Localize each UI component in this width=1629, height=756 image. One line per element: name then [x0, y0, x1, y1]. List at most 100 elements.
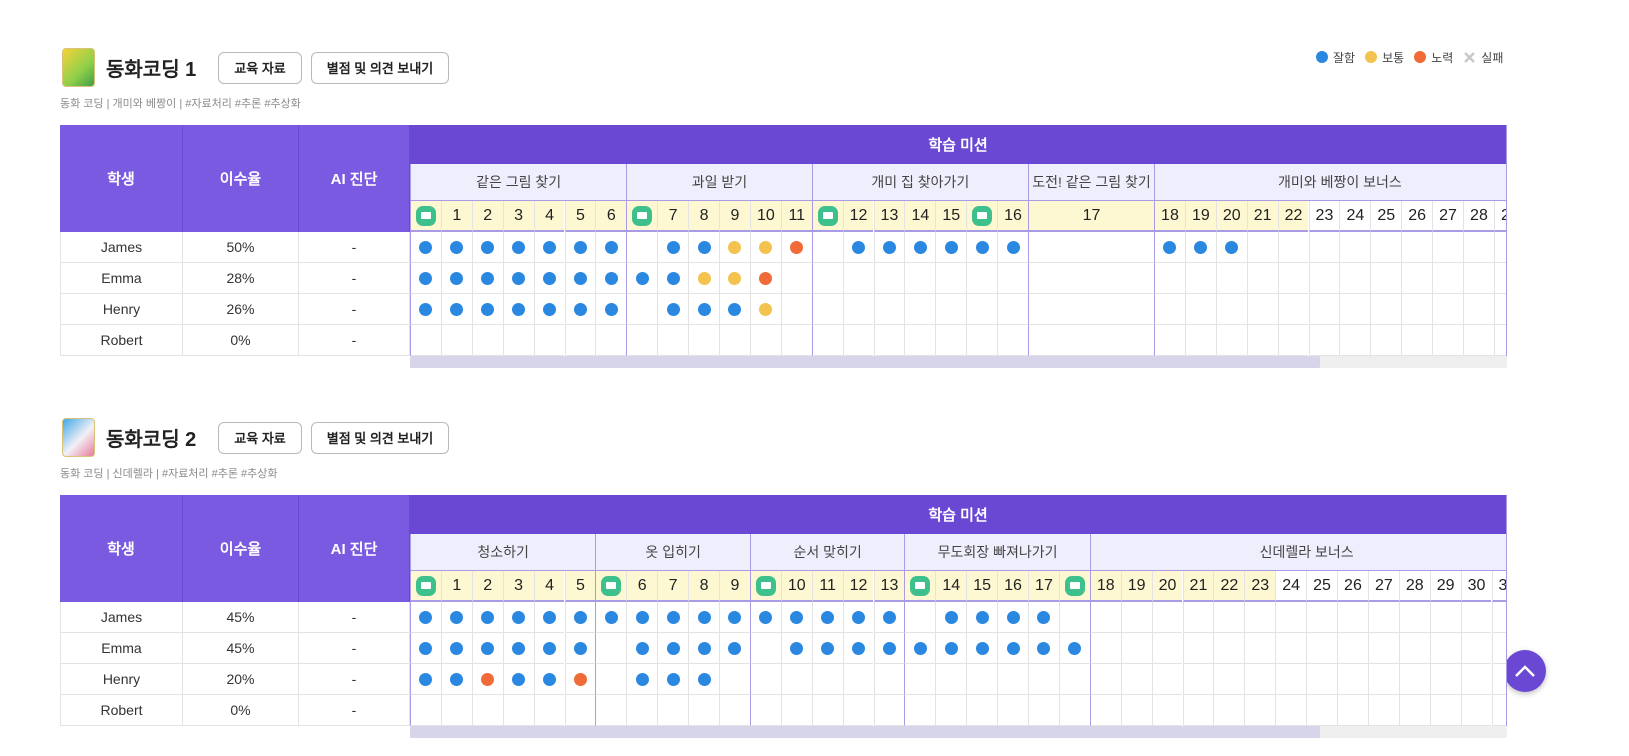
mission-cell — [1370, 325, 1402, 356]
mission-group-header: 같은 그림 찾기 — [410, 164, 627, 201]
mission-number: 20 — [1215, 201, 1247, 232]
mission-cell — [440, 602, 472, 633]
mission-number: 14 — [904, 201, 936, 232]
mission-cell — [688, 263, 719, 294]
mission-header: 학습 미션 — [410, 125, 1506, 164]
scroll-top-button[interactable] — [1504, 650, 1546, 692]
result-dot — [450, 240, 464, 254]
mission-cell — [1460, 633, 1492, 664]
mission-cell — [1306, 695, 1337, 726]
mission-cell — [1154, 294, 1185, 325]
mission-cell — [904, 602, 936, 633]
mission-cell — [657, 325, 689, 356]
mission-cell — [440, 263, 472, 294]
mission-cell — [1244, 602, 1276, 633]
mission-cell — [1308, 263, 1340, 294]
result-dot — [882, 240, 896, 254]
mission-cell — [410, 664, 441, 695]
mission-number: 1 — [440, 571, 472, 602]
mission-number: 7 — [657, 201, 689, 232]
mission-cell — [1370, 263, 1402, 294]
mission-group-header: 신데렐라 보너스 — [1089, 534, 1506, 571]
mission-cell — [780, 602, 812, 633]
result-dot — [944, 240, 958, 254]
mission-cell — [533, 664, 565, 695]
result-dot — [666, 672, 680, 686]
result-dot — [975, 610, 989, 624]
mission-cell — [657, 263, 689, 294]
action-button[interactable]: 별점 및 의견 보내기 — [310, 51, 450, 84]
mission-number: 23 — [1308, 201, 1340, 232]
mission-cell — [1184, 232, 1216, 263]
result-dot — [512, 641, 526, 655]
legend-label: 실패 — [1481, 50, 1504, 65]
result-dot — [975, 240, 989, 254]
mission-group-header: 과일 받기 — [626, 164, 812, 201]
mission-cell — [1058, 602, 1090, 633]
mission-cell — [1401, 263, 1433, 294]
mission-cell — [873, 325, 905, 356]
action-button[interactable]: 교육 자료 — [218, 421, 302, 454]
mission-cell — [873, 294, 905, 325]
mission-cell — [1213, 602, 1245, 633]
mission-cell — [842, 294, 874, 325]
mission-cell — [1491, 695, 1506, 726]
mission-cell — [1277, 232, 1309, 263]
mission-icon-cell — [811, 201, 843, 232]
mission-cell — [966, 263, 998, 294]
mission-number: 29 — [1493, 201, 1506, 232]
table-cell: - — [299, 633, 410, 664]
section-title: 동화코딩 1 — [106, 59, 197, 81]
mission-cell — [1058, 695, 1090, 726]
mission-cell — [873, 232, 905, 263]
mission-cell — [471, 633, 503, 664]
result-dot — [728, 271, 742, 285]
mission-cell — [1120, 664, 1152, 695]
mission-cell — [471, 294, 503, 325]
result-dot — [419, 302, 433, 316]
mission-cell — [904, 633, 936, 664]
mission-cell — [1215, 232, 1247, 263]
mission-cell — [440, 695, 472, 726]
result-dot — [450, 302, 464, 316]
mission-cell — [997, 232, 1028, 263]
mission-number: 22 — [1213, 571, 1245, 602]
action-button[interactable]: 교육 자료 — [218, 51, 302, 84]
result-dot — [697, 641, 711, 655]
mission-number: 2 — [471, 201, 503, 232]
mission-cell — [1339, 263, 1371, 294]
x-icon — [1464, 51, 1476, 63]
mission-cell — [1120, 695, 1152, 726]
result-dot — [697, 610, 711, 624]
mission-cell — [1432, 325, 1463, 356]
action-button[interactable]: 별점 및 의견 보내기 — [310, 421, 450, 454]
mission-cell — [1151, 664, 1183, 695]
mission-cell — [997, 294, 1028, 325]
result-dot — [852, 641, 866, 655]
mission-cell — [1460, 602, 1492, 633]
mission-cell — [966, 602, 998, 633]
mission-cell — [1306, 664, 1337, 695]
mission-cell — [502, 602, 534, 633]
mission-cell — [780, 294, 812, 325]
mission-cell — [1028, 325, 1154, 356]
mission-cell — [1432, 263, 1463, 294]
mission-cell — [1154, 263, 1185, 294]
mission-cell — [502, 633, 534, 664]
scrollbar-track — [410, 356, 1507, 368]
mission-cell — [719, 294, 750, 325]
mission-cell — [842, 633, 874, 664]
result-dot — [790, 240, 804, 254]
mission-cell — [1151, 695, 1183, 726]
mission-icon — [632, 205, 653, 226]
result-dot — [1037, 641, 1051, 655]
mission-cell — [842, 602, 874, 633]
mission-cell — [1184, 263, 1216, 294]
table-cell: 0% — [183, 695, 299, 726]
result-dot — [481, 672, 495, 686]
table-cell: 0% — [183, 325, 299, 356]
book-icon — [62, 418, 95, 457]
mission-number: 25 — [1370, 201, 1402, 232]
mission-table: 학습 미션 같은 그림 찾기 1 2 3 4 5 6 과일 받기 7 8 9 10 11 개미 집 찾아가기… — [410, 125, 1507, 356]
result-dot — [728, 610, 742, 624]
